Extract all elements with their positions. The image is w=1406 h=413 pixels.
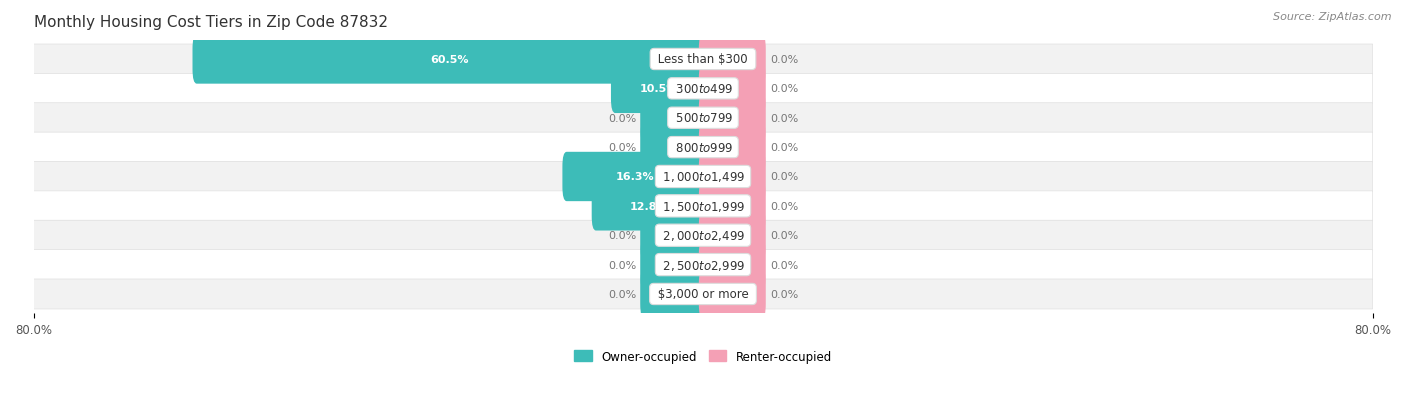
Text: $1,000 to $1,499: $1,000 to $1,499 <box>659 170 747 184</box>
Text: 0.0%: 0.0% <box>607 289 636 299</box>
FancyBboxPatch shape <box>640 270 707 319</box>
FancyBboxPatch shape <box>592 182 707 231</box>
Text: $3,000 or more: $3,000 or more <box>654 288 752 301</box>
FancyBboxPatch shape <box>34 45 1372 75</box>
FancyBboxPatch shape <box>640 123 707 172</box>
Text: 60.5%: 60.5% <box>430 55 470 65</box>
FancyBboxPatch shape <box>34 250 1372 280</box>
FancyBboxPatch shape <box>640 94 707 143</box>
Text: Monthly Housing Cost Tiers in Zip Code 87832: Monthly Housing Cost Tiers in Zip Code 8… <box>34 15 388 30</box>
Text: 0.0%: 0.0% <box>770 260 799 270</box>
FancyBboxPatch shape <box>699 35 766 84</box>
FancyBboxPatch shape <box>612 64 707 114</box>
Text: 0.0%: 0.0% <box>607 143 636 153</box>
FancyBboxPatch shape <box>699 123 766 172</box>
FancyBboxPatch shape <box>34 162 1372 192</box>
FancyBboxPatch shape <box>699 270 766 319</box>
Text: 0.0%: 0.0% <box>770 202 799 211</box>
FancyBboxPatch shape <box>562 152 707 202</box>
Text: 0.0%: 0.0% <box>607 114 636 123</box>
Text: 0.0%: 0.0% <box>770 84 799 94</box>
FancyBboxPatch shape <box>34 279 1372 309</box>
Text: 16.3%: 16.3% <box>616 172 654 182</box>
Text: 0.0%: 0.0% <box>770 172 799 182</box>
FancyBboxPatch shape <box>193 35 707 84</box>
Text: $2,000 to $2,499: $2,000 to $2,499 <box>659 229 747 243</box>
Text: $500 to $799: $500 to $799 <box>672 112 734 125</box>
FancyBboxPatch shape <box>699 94 766 143</box>
FancyBboxPatch shape <box>699 152 766 202</box>
Legend: Owner-occupied, Renter-occupied: Owner-occupied, Renter-occupied <box>569 345 837 368</box>
FancyBboxPatch shape <box>640 211 707 260</box>
FancyBboxPatch shape <box>34 191 1372 221</box>
Text: 0.0%: 0.0% <box>607 231 636 241</box>
FancyBboxPatch shape <box>699 64 766 114</box>
Text: $800 to $999: $800 to $999 <box>672 141 734 154</box>
Text: Less than $300: Less than $300 <box>654 53 752 66</box>
Text: Source: ZipAtlas.com: Source: ZipAtlas.com <box>1274 12 1392 22</box>
FancyBboxPatch shape <box>699 182 766 231</box>
Text: 0.0%: 0.0% <box>770 289 799 299</box>
FancyBboxPatch shape <box>34 74 1372 104</box>
Text: $1,500 to $1,999: $1,500 to $1,999 <box>659 199 747 214</box>
FancyBboxPatch shape <box>640 240 707 290</box>
FancyBboxPatch shape <box>34 221 1372 251</box>
Text: 0.0%: 0.0% <box>607 260 636 270</box>
Text: 0.0%: 0.0% <box>770 114 799 123</box>
Text: 0.0%: 0.0% <box>770 231 799 241</box>
Text: 12.8%: 12.8% <box>630 202 669 211</box>
FancyBboxPatch shape <box>699 240 766 290</box>
Text: $300 to $499: $300 to $499 <box>672 83 734 96</box>
Text: 0.0%: 0.0% <box>770 55 799 65</box>
FancyBboxPatch shape <box>34 133 1372 163</box>
FancyBboxPatch shape <box>699 211 766 260</box>
Text: 10.5%: 10.5% <box>640 84 678 94</box>
Text: 0.0%: 0.0% <box>770 143 799 153</box>
FancyBboxPatch shape <box>34 104 1372 133</box>
Text: $2,500 to $2,999: $2,500 to $2,999 <box>659 258 747 272</box>
